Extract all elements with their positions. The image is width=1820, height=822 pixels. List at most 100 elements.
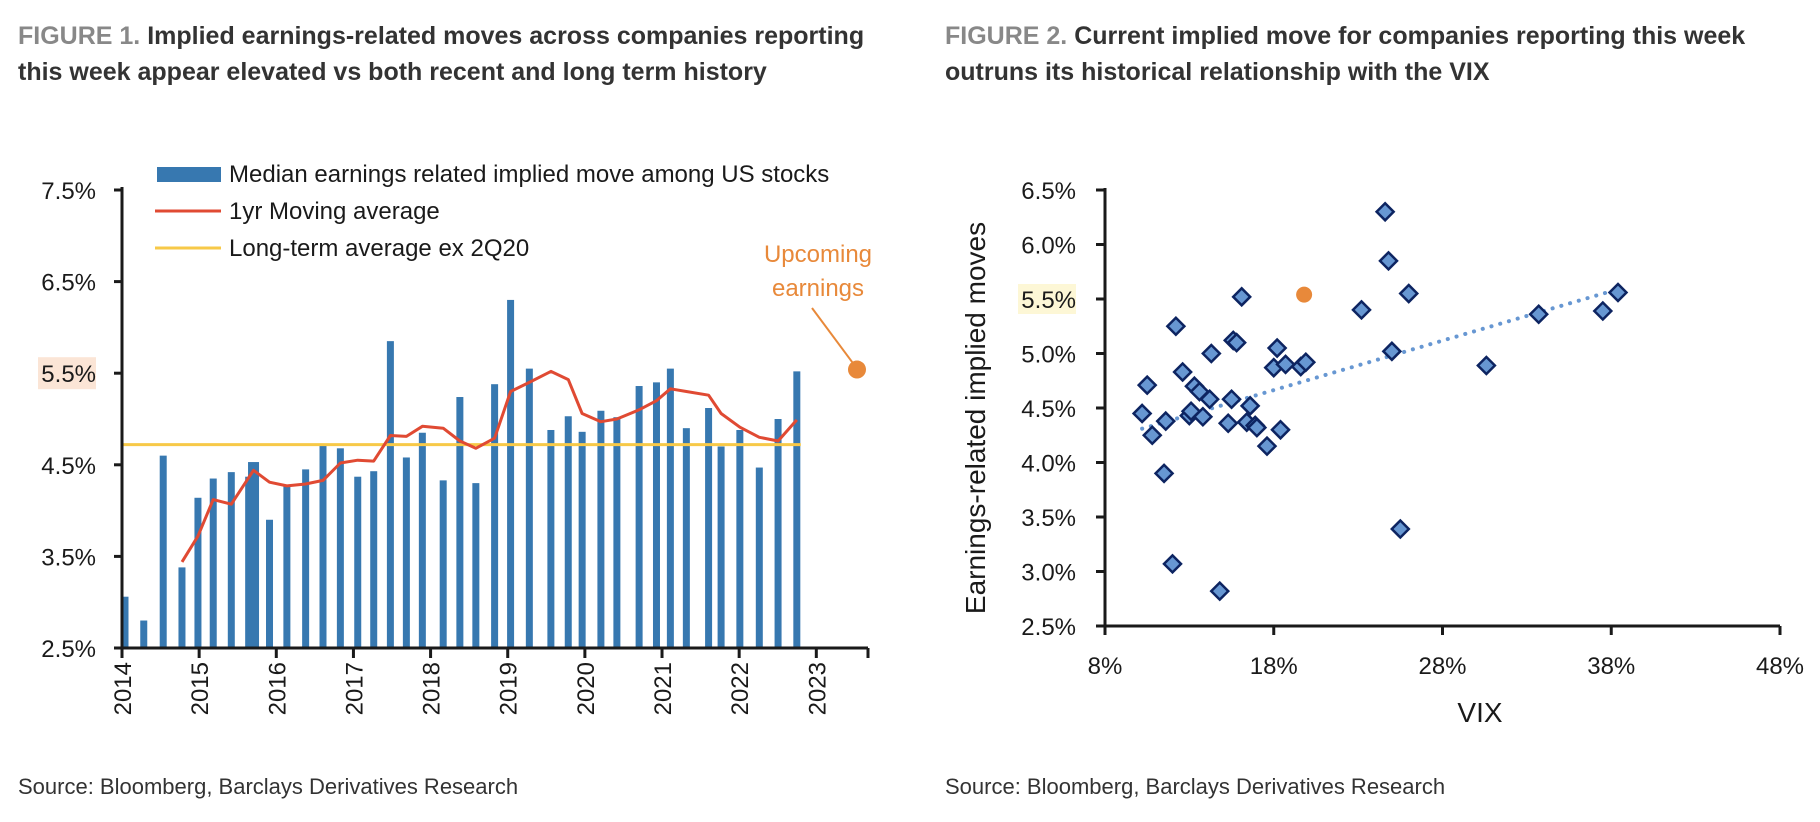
bar — [717, 446, 725, 648]
bar — [266, 519, 274, 648]
scatter-point — [1528, 303, 1549, 325]
figure-1-number: FIGURE 1. — [18, 22, 141, 50]
scatter-point — [1179, 405, 1200, 426]
bar — [666, 368, 674, 648]
x-tick-label: 2016 — [264, 662, 291, 715]
bar — [159, 455, 167, 648]
bar — [370, 471, 378, 648]
scatter-point — [1378, 250, 1399, 272]
scatter-point — [1381, 341, 1403, 362]
scatter-point — [1270, 419, 1291, 441]
bar — [578, 431, 586, 648]
scatter-point — [1131, 403, 1153, 424]
figure-2-source: Source: Bloomberg, Barclays Derivatives … — [945, 774, 1446, 799]
x-tick-label: 2017 — [341, 662, 368, 715]
scatter-point — [1226, 332, 1247, 353]
scatter-point — [1231, 286, 1252, 308]
x-tick-label: 18% — [1250, 653, 1298, 680]
y-tick-label: 2.5% — [41, 636, 96, 663]
bar — [635, 386, 643, 648]
bar — [121, 596, 129, 648]
bar — [418, 432, 426, 648]
bar — [774, 419, 782, 648]
scatter-point — [1256, 435, 1278, 457]
scatter-point — [1172, 361, 1193, 383]
x-tick-label: 48% — [1756, 653, 1804, 680]
bar — [652, 382, 660, 648]
y-tick-label: 4.0% — [1021, 451, 1076, 478]
scatter-point — [1398, 283, 1420, 304]
scatter-point — [1275, 354, 1296, 375]
bar — [227, 472, 235, 648]
scatter-point — [1263, 357, 1285, 378]
moving-average-line — [180, 369, 798, 563]
y-tick-label: 6.5% — [41, 270, 96, 297]
legend-label-moving-average: 1yr Moving average — [229, 198, 440, 225]
scatter-point — [1155, 410, 1177, 432]
bar — [491, 384, 499, 648]
bar — [319, 444, 327, 648]
y-tick-label: 5.5% — [41, 361, 96, 388]
y-tick-label: 6.0% — [1021, 233, 1076, 260]
bar — [755, 467, 763, 648]
x-tick-label: 38% — [1587, 653, 1635, 680]
scatter-point — [1184, 375, 1205, 397]
bar — [336, 448, 344, 648]
scatter-point — [1180, 401, 1202, 422]
x-tick-label: 8% — [1088, 653, 1123, 680]
scatter-point — [1209, 580, 1231, 602]
current-point — [1296, 286, 1313, 303]
bar — [283, 484, 291, 648]
scatter-point — [1141, 424, 1163, 446]
figure-1-source: Source: Bloomberg, Barclays Derivatives … — [18, 774, 519, 799]
trend-line — [1140, 287, 1620, 431]
x-tick-label: 2014 — [110, 662, 137, 715]
bar — [386, 341, 394, 648]
scatter-point — [1244, 415, 1266, 436]
scatter-point — [1222, 330, 1244, 351]
figure-1-title-text: Implied earnings-related moves across co… — [18, 22, 865, 86]
scatter-point — [1290, 356, 1312, 377]
y-tick-label: 4.5% — [41, 453, 96, 480]
x-tick-label: 2015 — [187, 662, 214, 715]
scatter-point — [1199, 389, 1220, 410]
figure-2-number: FIGURE 2. — [945, 22, 1068, 50]
y-tick-label: 2.5% — [1021, 614, 1076, 641]
bar — [140, 620, 148, 648]
scatter-point — [1221, 389, 1242, 410]
scatter-point — [1266, 337, 1288, 359]
bar — [613, 417, 621, 648]
y-tick-highlight — [38, 357, 96, 390]
bar — [472, 483, 480, 648]
x-tick-label: 2020 — [573, 662, 600, 715]
bar — [194, 497, 202, 648]
scatter-point — [1192, 406, 1214, 427]
y-tick-label: 3.0% — [1021, 560, 1076, 587]
bar — [209, 478, 217, 648]
legend-bar-swatch — [157, 167, 221, 182]
bar — [682, 428, 690, 648]
scatter-point — [1390, 518, 1411, 540]
bar — [547, 429, 555, 648]
y-tick-label: 4.5% — [1021, 396, 1076, 423]
y-tick-label: 5.0% — [1021, 342, 1076, 369]
x-tick-label: 2023 — [804, 662, 831, 715]
scatter-point — [1592, 300, 1614, 322]
scatter-point — [1136, 374, 1158, 396]
legend-label-median: Median earnings related implied move amo… — [229, 161, 829, 188]
bar — [302, 469, 310, 648]
scatter-point — [1295, 351, 1317, 373]
bar — [248, 462, 260, 648]
x-tick-label: 2022 — [727, 662, 754, 715]
bar — [507, 299, 515, 648]
bar — [354, 476, 362, 648]
annotation-line-1: Upcoming — [764, 241, 872, 268]
bar — [597, 410, 605, 648]
upcoming-earnings-point — [848, 360, 866, 379]
y-axis-title: Earnings-related implied moves — [960, 222, 991, 614]
y-tick-label: 3.5% — [1021, 505, 1076, 532]
bar — [525, 368, 533, 648]
scatter-point — [1246, 417, 1268, 438]
bar — [402, 457, 410, 648]
y-tick-label: 5.5% — [1021, 287, 1076, 314]
